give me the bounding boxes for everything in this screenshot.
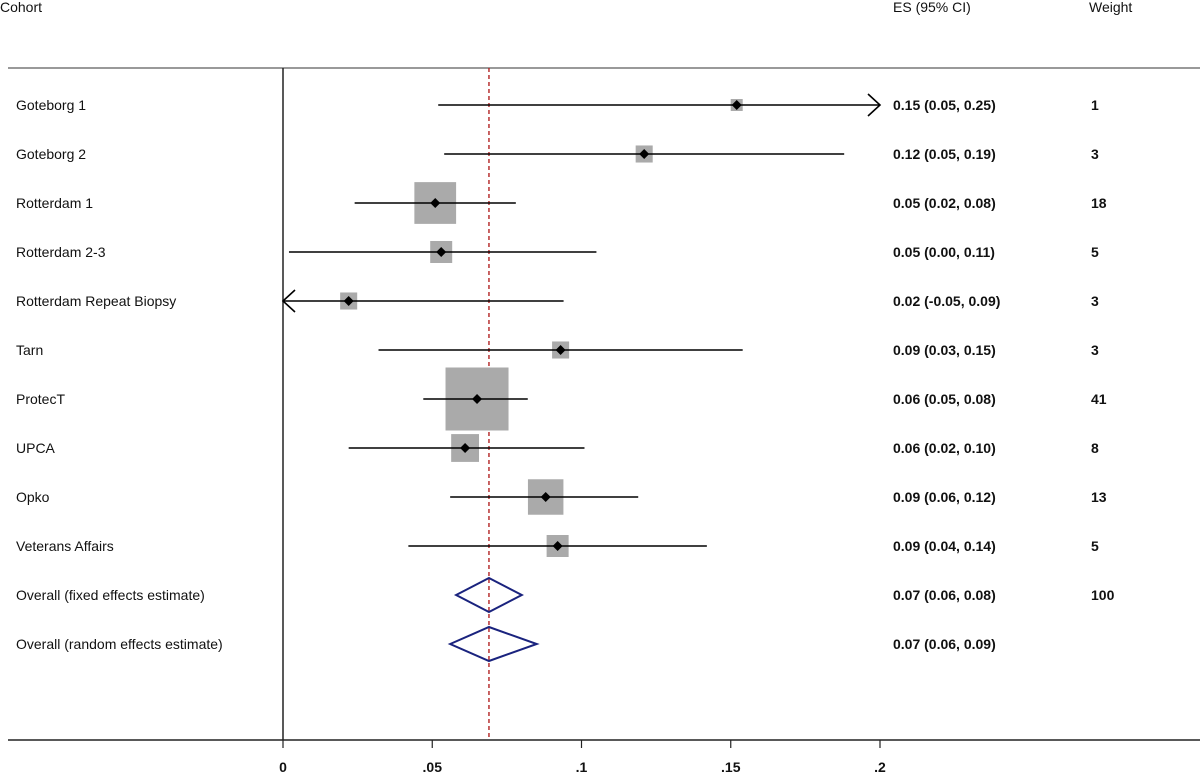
overall-diamond [453,576,524,614]
study-es-label: 0.06 (0.02, 0.10) [893,440,996,456]
study-row: Opko 0.09 (0.06, 0.12) 13 [16,479,1107,515]
study-weight-label: 41 [1091,391,1107,407]
x-tick-label: .15 [721,759,741,775]
point-estimate [555,345,566,355]
overall-row: Overall (random effects estimate) 0.07 (0… [16,625,996,663]
study-row: UPCA 0.06 (0.02, 0.10) 8 [16,434,1099,462]
study-label: Opko [16,489,50,505]
overall-weight-label: 100 [1091,587,1115,603]
x-tick-label: .05 [423,759,443,775]
study-es-label: 0.06 (0.05, 0.08) [893,391,996,407]
study-row: Rotterdam Repeat Biopsy 0.02 (-0.05, 0.09… [16,289,1099,313]
study-weight-label: 8 [1091,440,1099,456]
study-label: Tarn [16,342,43,358]
point-estimate [472,394,483,404]
point-estimate [552,541,563,551]
study-row: Rotterdam 2-3 0.05 (0.00, 0.11) 5 [16,240,1099,264]
overall-es-label: 0.07 (0.06, 0.08) [893,587,996,603]
study-label: UPCA [16,440,56,456]
study-weight-label: 3 [1091,342,1099,358]
study-weight-label: 5 [1091,538,1099,554]
study-weight-label: 3 [1091,293,1099,309]
overall-label: Overall (random effects estimate) [16,636,223,652]
study-weight-label: 1 [1091,97,1099,113]
study-label: Rotterdam Repeat Biopsy [16,293,176,309]
study-weight-label: 18 [1091,195,1107,211]
cohort-header: Cohort [0,0,42,15]
study-es-label: 0.05 (0.00, 0.11) [893,244,995,260]
study-label: ProtecT [16,391,65,407]
study-row: Goteborg 2 0.12 (0.05, 0.19) 3 [16,145,1099,163]
study-row: Goteborg 1 0.15 (0.05, 0.25) 1 [16,93,1099,117]
study-es-label: 0.02 (-0.05, 0.09) [893,293,1000,309]
ci-right-arrow [867,93,882,117]
study-es-label: 0.15 (0.05, 0.25) [893,97,996,113]
study-label: Veterans Affairs [16,538,114,554]
point-estimate [540,492,551,502]
study-row: Veterans Affairs 0.09 (0.04, 0.14) 5 [16,534,1099,558]
study-es-label: 0.09 (0.03, 0.15) [893,342,996,358]
study-weight-label: 13 [1091,489,1107,505]
study-weight-label: 3 [1091,146,1099,162]
study-label: Goteborg 1 [16,97,86,113]
x-tick-label: .2 [874,759,886,775]
study-weight-label: 5 [1091,244,1099,260]
point-estimate [460,443,471,453]
point-estimate [343,296,354,306]
study-label: Rotterdam 1 [16,195,93,211]
point-estimate [639,149,650,159]
es-header: ES (95% CI) [893,0,971,15]
point-estimate [436,247,447,257]
overall-row: Overall (fixed effects estimate) 0.07 (0.… [16,576,1115,614]
study-es-label: 0.09 (0.04, 0.14) [893,538,996,554]
study-row: Tarn 0.09 (0.03, 0.15) 3 [16,341,1099,359]
study-es-label: 0.09 (0.06, 0.12) [893,489,996,505]
study-row: ProtecT 0.06 (0.05, 0.08) 41 [16,367,1107,431]
axis-layer: 0 .05 .1 .15 .2 [279,740,886,775]
ci-left-arrow [281,289,296,313]
weight-header: Weight [1089,0,1132,15]
study-label: Rotterdam 2-3 [16,244,106,260]
overall-diamond [447,625,540,663]
overall-es-label: 0.07 (0.06, 0.09) [893,636,996,652]
x-tick-label: .1 [576,759,588,775]
overall-label: Overall (fixed effects estimate) [16,587,205,603]
study-label: Goteborg 2 [16,146,86,162]
study-row: Rotterdam 1 0.05 (0.02, 0.08) 18 [16,182,1107,224]
study-es-label: 0.05 (0.02, 0.08) [893,195,996,211]
rows-layer: Goteborg 1 0.15 (0.05, 0.25) 1 Goteborg 2 0.… [16,93,1115,663]
point-estimate [731,100,742,110]
x-tick-label: 0 [279,759,287,775]
point-estimate [430,198,441,208]
study-es-label: 0.12 (0.05, 0.19) [893,146,996,162]
